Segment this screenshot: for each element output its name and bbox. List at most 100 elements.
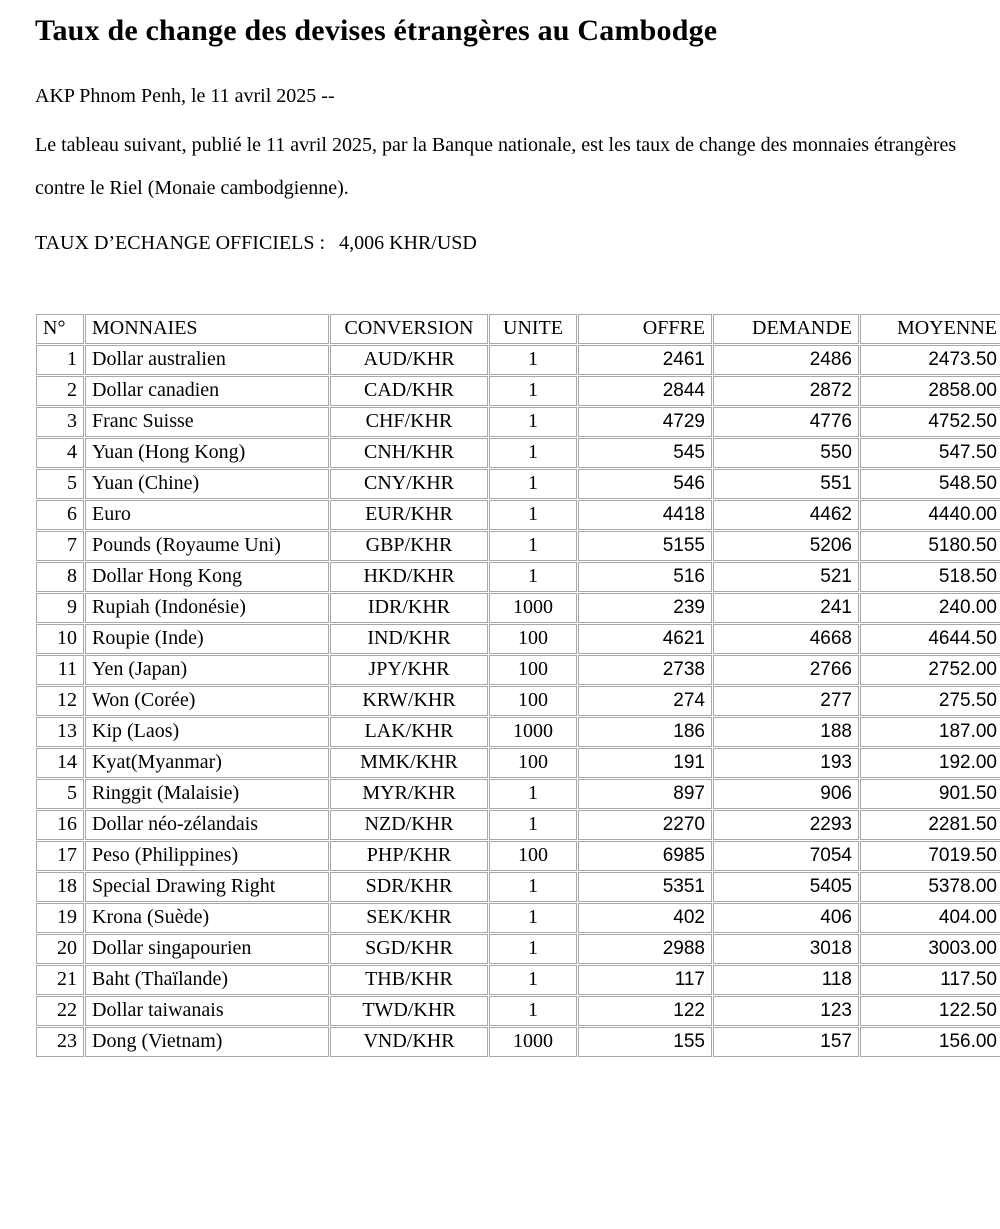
offer-rate: 516: [578, 561, 712, 592]
header-currency: MONNAIES: [85, 313, 329, 344]
average-rate: 5378.00: [860, 871, 1000, 902]
dateline: AKP Phnom Penh, le 11 avril 2025 --: [35, 84, 335, 107]
demand-rate: 551: [713, 468, 859, 499]
average-rate: 187.00: [860, 716, 1000, 747]
row-number: 12: [36, 685, 84, 716]
offer-rate: 117: [578, 964, 712, 995]
currency-name: Dollar australien: [85, 344, 329, 375]
currency-name: Kip (Laos): [85, 716, 329, 747]
table-row: 2 Dollar canadien CAD/KHR 1 2844 2872 2858.00: [36, 375, 1000, 406]
currency-name: Baht (Thaïlande): [85, 964, 329, 995]
demand-rate: 157: [713, 1026, 859, 1057]
table-row: 13 Kip (Laos) LAK/KHR 1000 186 188 187.00: [36, 716, 1000, 747]
demand-rate: 277: [713, 685, 859, 716]
unit: 1: [489, 344, 577, 375]
official-rate-label: TAUX D’ECHANGE OFFICIELS :: [35, 231, 326, 254]
row-number: 23: [36, 1026, 84, 1057]
offer-rate: 2844: [578, 375, 712, 406]
row-number: 21: [36, 964, 84, 995]
demand-rate: 118: [713, 964, 859, 995]
row-number: 20: [36, 933, 84, 964]
table-row: 21 Baht (Thaïlande) THB/KHR 1 117 118 117.50: [36, 964, 1000, 995]
conversion-pair: HKD/KHR: [330, 561, 488, 592]
unit: 100: [489, 685, 577, 716]
demand-rate: 188: [713, 716, 859, 747]
unit: 1: [489, 933, 577, 964]
conversion-pair: IDR/KHR: [330, 592, 488, 623]
demand-rate: 193: [713, 747, 859, 778]
demand-rate: 7054: [713, 840, 859, 871]
table-row: 11 Yen (Japan) JPY/KHR 100 2738 2766 2752.00: [36, 654, 1000, 685]
conversion-pair: CNH/KHR: [330, 437, 488, 468]
unit: 100: [489, 840, 577, 871]
offer-rate: 274: [578, 685, 712, 716]
currency-name: Dollar néo-zélandais: [85, 809, 329, 840]
currency-name: Euro: [85, 499, 329, 530]
unit: 1000: [489, 716, 577, 747]
header-offer: OFFRE: [578, 313, 712, 344]
currency-name: Ringgit (Malaisie): [85, 778, 329, 809]
row-number: 17: [36, 840, 84, 871]
offer-rate: 4621: [578, 623, 712, 654]
conversion-pair: TWD/KHR: [330, 995, 488, 1026]
conversion-pair: PHP/KHR: [330, 840, 488, 871]
offer-rate: 2270: [578, 809, 712, 840]
demand-rate: 5405: [713, 871, 859, 902]
unit: 1: [489, 995, 577, 1026]
table-row: 5 Ringgit (Malaisie) MYR/KHR 1 897 906 901.50: [36, 778, 1000, 809]
demand-rate: 4668: [713, 623, 859, 654]
currency-name: Krona (Suède): [85, 902, 329, 933]
intro-paragraph: Le tableau suivant, publié le 11 avril 2…: [35, 133, 957, 199]
currency-name: Yen (Japan): [85, 654, 329, 685]
currency-name: Yuan (Hong Kong): [85, 437, 329, 468]
demand-rate: 406: [713, 902, 859, 933]
header-number: N°: [36, 313, 84, 344]
conversion-pair: CAD/KHR: [330, 375, 488, 406]
conversion-pair: SDR/KHR: [330, 871, 488, 902]
average-rate: 7019.50: [860, 840, 1000, 871]
offer-rate: 5155: [578, 530, 712, 561]
conversion-pair: NZD/KHR: [330, 809, 488, 840]
average-rate: 548.50: [860, 468, 1000, 499]
offer-rate: 402: [578, 902, 712, 933]
conversion-pair: VND/KHR: [330, 1026, 488, 1057]
conversion-pair: CHF/KHR: [330, 406, 488, 437]
table-row: 14 Kyat(Myanmar) MMK/KHR 100 191 193 192.00: [36, 747, 1000, 778]
row-number: 16: [36, 809, 84, 840]
unit: 1: [489, 468, 577, 499]
table-row: 22 Dollar taiwanais TWD/KHR 1 122 123 122.50: [36, 995, 1000, 1026]
currency-name: Pounds (Royaume Uni): [85, 530, 329, 561]
table-row: 12 Won (Corée) KRW/KHR 100 274 277 275.50: [36, 685, 1000, 716]
average-rate: 240.00: [860, 592, 1000, 623]
rates-table-body: 1 Dollar australien AUD/KHR 1 2461 2486 2473.5…: [36, 344, 1000, 1057]
conversion-pair: SEK/KHR: [330, 902, 488, 933]
unit: 1: [489, 809, 577, 840]
average-rate: 2752.00: [860, 654, 1000, 685]
currency-name: Peso (Philippines): [85, 840, 329, 871]
table-row: 19 Krona (Suède) SEK/KHR 1 402 406 404.00: [36, 902, 1000, 933]
row-number: 8: [36, 561, 84, 592]
unit: 1: [489, 530, 577, 561]
offer-rate: 2988: [578, 933, 712, 964]
offer-rate: 239: [578, 592, 712, 623]
unit: 1: [489, 871, 577, 902]
conversion-pair: KRW/KHR: [330, 685, 488, 716]
demand-rate: 2872: [713, 375, 859, 406]
row-number: 22: [36, 995, 84, 1026]
unit: 1: [489, 437, 577, 468]
header-demand: DEMANDE: [713, 313, 859, 344]
currency-name: Dollar singapourien: [85, 933, 329, 964]
row-number: 13: [36, 716, 84, 747]
conversion-pair: JPY/KHR: [330, 654, 488, 685]
demand-rate: 2293: [713, 809, 859, 840]
conversion-pair: CNY/KHR: [330, 468, 488, 499]
table-row: 5 Yuan (Chine) CNY/KHR 1 546 551 548.50: [36, 468, 1000, 499]
row-number: 2: [36, 375, 84, 406]
conversion-pair: EUR/KHR: [330, 499, 488, 530]
average-rate: 3003.00: [860, 933, 1000, 964]
conversion-pair: MYR/KHR: [330, 778, 488, 809]
article-page: Taux de change des devises étrangères au…: [35, 14, 1000, 1057]
average-rate: 2858.00: [860, 375, 1000, 406]
unit: 1: [489, 964, 577, 995]
demand-rate: 2766: [713, 654, 859, 685]
